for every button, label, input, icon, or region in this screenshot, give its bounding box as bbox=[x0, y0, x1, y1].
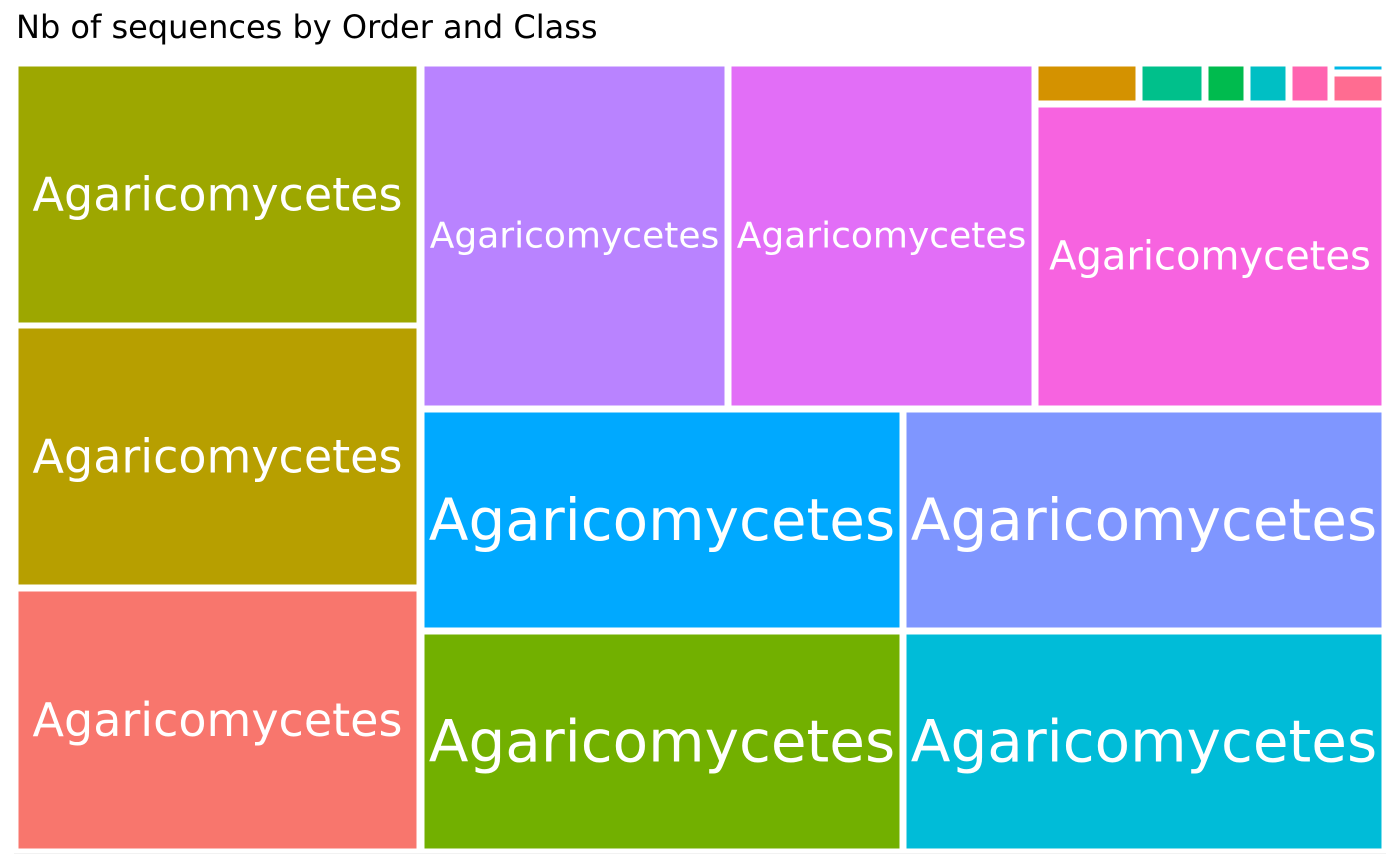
treemap-tile-label: Agaricomycetes bbox=[429, 708, 895, 776]
treemap-tile-label: Agaricomycetes bbox=[911, 708, 1377, 776]
treemap-tile-label: Agaricomycetes bbox=[1049, 234, 1371, 280]
treemap-tile bbox=[1329, 71, 1387, 106]
treemap-tile bbox=[1329, 61, 1387, 75]
treemap-tile bbox=[419, 407, 905, 633]
treemap-tile bbox=[1287, 61, 1333, 106]
treemap-tile-label: Agaricomycetes bbox=[429, 486, 895, 554]
treemap-tile bbox=[419, 629, 905, 854]
treemap-tile-label: Agaricomycetes bbox=[33, 430, 403, 484]
treemap-tile-label: Agaricomycetes bbox=[33, 168, 403, 222]
treemap-tile bbox=[901, 629, 1387, 854]
treemap-tile bbox=[13, 586, 422, 854]
treemap-tile bbox=[1245, 61, 1291, 106]
treemap-tile bbox=[726, 61, 1037, 411]
treemap-tile-label: Agaricomycetes bbox=[737, 216, 1027, 257]
treemap-tile-label: Agaricomycetes bbox=[430, 216, 720, 257]
treemap-tile bbox=[1203, 61, 1249, 106]
treemap-tile bbox=[1137, 61, 1207, 106]
treemap-tile bbox=[13, 323, 422, 590]
treemap-tile bbox=[13, 61, 422, 328]
treemap-tile bbox=[1033, 61, 1141, 106]
treemap-tile-label: Agaricomycetes bbox=[911, 486, 1377, 554]
chart-title: Nb of sequences by Order and Class bbox=[16, 8, 598, 46]
treemap-tile-label: Agaricomycetes bbox=[33, 693, 403, 747]
